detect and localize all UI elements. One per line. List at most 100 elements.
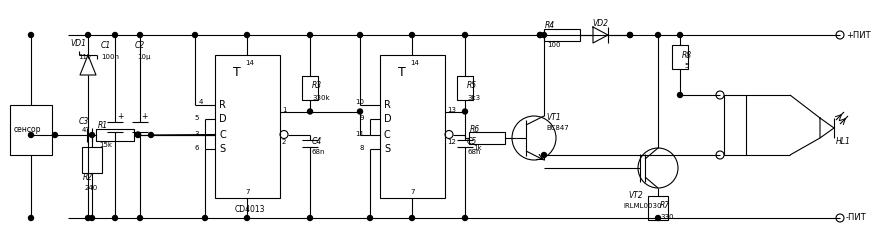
Circle shape xyxy=(308,109,313,114)
Text: +: + xyxy=(141,112,148,121)
Text: 3k3: 3k3 xyxy=(467,94,480,100)
Text: VT2: VT2 xyxy=(628,192,642,200)
Circle shape xyxy=(677,92,683,98)
Text: +ПИТ: +ПИТ xyxy=(846,30,871,40)
Circle shape xyxy=(29,216,33,220)
Text: C: C xyxy=(219,130,225,140)
Circle shape xyxy=(462,216,468,220)
Text: T: T xyxy=(398,66,406,80)
Circle shape xyxy=(113,216,117,220)
Text: C5: C5 xyxy=(467,137,477,146)
Text: C: C xyxy=(384,130,391,140)
Circle shape xyxy=(656,32,661,38)
Text: 68n: 68n xyxy=(467,150,481,156)
Text: 10: 10 xyxy=(355,100,364,105)
Circle shape xyxy=(137,216,142,220)
Text: R4: R4 xyxy=(545,22,555,30)
Circle shape xyxy=(538,32,543,38)
Circle shape xyxy=(89,132,94,138)
Text: 10μ: 10μ xyxy=(137,54,150,60)
Text: -ПИТ: -ПИТ xyxy=(846,214,867,222)
Circle shape xyxy=(149,132,154,138)
Bar xyxy=(544,29,580,41)
Text: 11: 11 xyxy=(355,130,364,136)
Bar xyxy=(724,95,746,155)
Circle shape xyxy=(357,32,363,38)
Circle shape xyxy=(367,216,372,220)
Text: S: S xyxy=(219,144,225,154)
Circle shape xyxy=(410,216,414,220)
Text: R7: R7 xyxy=(660,202,670,210)
Text: 100: 100 xyxy=(547,42,560,48)
Text: 7: 7 xyxy=(410,189,414,195)
Text: 11v: 11v xyxy=(78,54,91,60)
Bar xyxy=(648,196,668,220)
Circle shape xyxy=(52,132,58,138)
Text: 240: 240 xyxy=(85,185,98,191)
Bar xyxy=(672,45,688,69)
Circle shape xyxy=(113,32,117,38)
Circle shape xyxy=(677,32,683,38)
Text: C2: C2 xyxy=(135,42,145,50)
Bar xyxy=(96,129,134,141)
Text: D: D xyxy=(219,114,226,124)
Circle shape xyxy=(192,32,198,38)
Text: +: + xyxy=(117,112,123,121)
Text: R3: R3 xyxy=(312,81,323,90)
Bar xyxy=(10,105,52,155)
Text: VD2: VD2 xyxy=(592,18,608,28)
Text: S: S xyxy=(384,144,390,154)
Text: 2: 2 xyxy=(282,140,287,145)
Text: 1: 1 xyxy=(282,108,287,114)
Circle shape xyxy=(29,32,33,38)
Text: C1: C1 xyxy=(101,42,111,50)
Circle shape xyxy=(462,109,468,114)
Circle shape xyxy=(89,216,94,220)
Circle shape xyxy=(308,32,313,38)
Text: VD1: VD1 xyxy=(70,38,86,48)
Text: D: D xyxy=(384,114,392,124)
Bar xyxy=(302,76,318,100)
Text: 6: 6 xyxy=(195,144,199,150)
Text: 14: 14 xyxy=(245,60,253,66)
Text: BC847: BC847 xyxy=(546,125,569,131)
Circle shape xyxy=(462,32,468,38)
Text: C3: C3 xyxy=(79,116,89,126)
Bar xyxy=(82,147,102,173)
Circle shape xyxy=(542,32,546,38)
Text: 8: 8 xyxy=(359,144,364,150)
Text: 330k: 330k xyxy=(312,94,329,100)
Text: 330: 330 xyxy=(660,214,674,220)
Circle shape xyxy=(86,216,91,220)
Text: сенсор: сенсор xyxy=(14,126,41,134)
Circle shape xyxy=(203,216,207,220)
Text: 15k: 15k xyxy=(99,142,112,148)
Text: 13: 13 xyxy=(447,106,456,112)
Circle shape xyxy=(542,152,546,158)
Circle shape xyxy=(538,32,543,38)
Circle shape xyxy=(245,32,249,38)
Text: 7: 7 xyxy=(245,189,249,195)
Text: 12: 12 xyxy=(447,140,456,145)
Text: 1k: 1k xyxy=(473,145,482,151)
Text: VT1: VT1 xyxy=(546,114,561,122)
Circle shape xyxy=(137,32,142,38)
Text: 68n: 68n xyxy=(312,150,325,156)
Circle shape xyxy=(628,32,633,38)
Text: R2: R2 xyxy=(83,174,94,182)
Bar xyxy=(457,76,473,100)
Text: C4: C4 xyxy=(312,137,323,146)
Bar xyxy=(469,132,505,144)
Circle shape xyxy=(308,216,313,220)
Text: 4: 4 xyxy=(199,100,204,105)
Circle shape xyxy=(628,32,633,38)
Text: R8: R8 xyxy=(682,50,692,59)
Text: 100n: 100n xyxy=(101,54,119,60)
Text: R1: R1 xyxy=(98,120,108,130)
Text: R: R xyxy=(219,100,225,110)
Text: HL1: HL1 xyxy=(836,138,851,146)
Circle shape xyxy=(86,32,91,38)
Text: 5: 5 xyxy=(684,63,689,69)
Text: 9: 9 xyxy=(359,114,364,120)
Circle shape xyxy=(135,132,141,137)
